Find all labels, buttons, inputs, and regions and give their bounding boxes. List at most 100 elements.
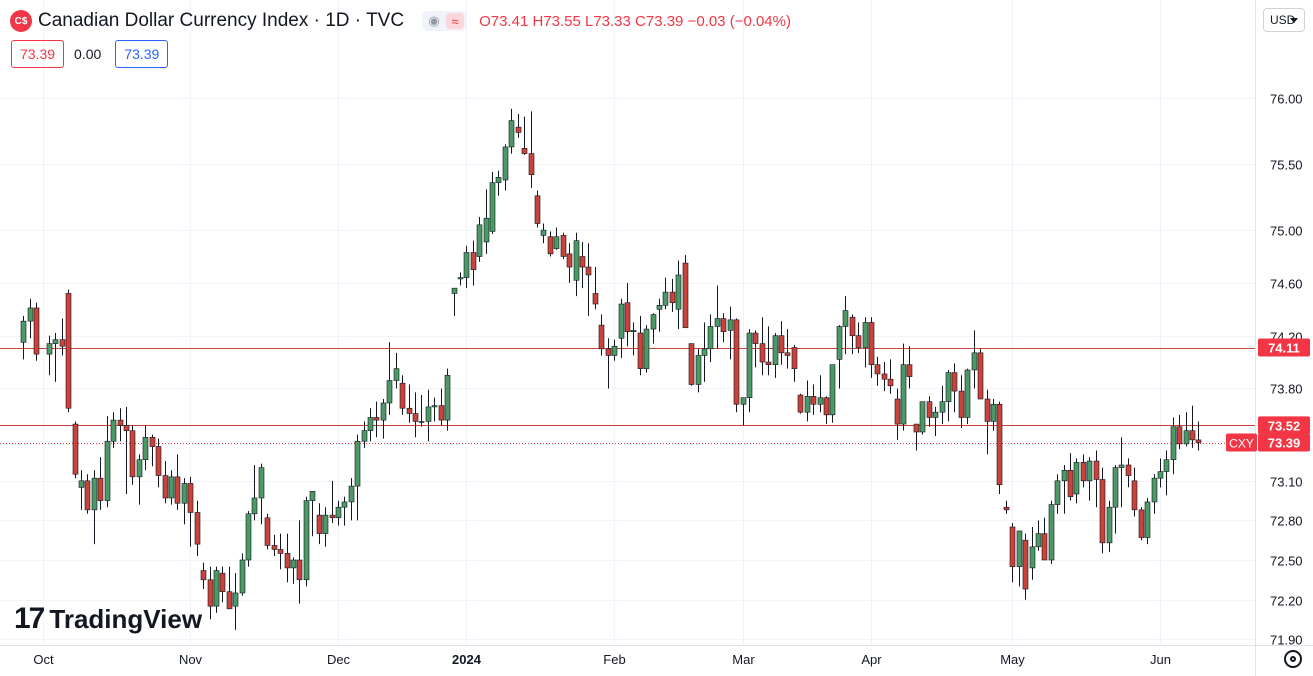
- wave-icon[interactable]: ≈: [446, 13, 465, 29]
- candle: [136, 454, 143, 505]
- indicator-pill[interactable]: ◉ ≈: [422, 11, 468, 31]
- candle: [515, 113, 522, 138]
- candle: [457, 272, 464, 286]
- candle-body: [406, 407, 413, 414]
- candle-body: [194, 512, 201, 545]
- candle-body: [123, 425, 130, 431]
- candle: [566, 243, 573, 283]
- candle: [1073, 458, 1080, 504]
- candle-body: [823, 397, 830, 416]
- candle-body: [219, 572, 226, 592]
- candle-body: [1061, 469, 1068, 482]
- candle: [971, 330, 978, 389]
- candle-body: [341, 501, 348, 508]
- candle: [874, 356, 881, 386]
- candle-body: [136, 459, 143, 478]
- candle: [727, 306, 734, 360]
- y-tick-label: 76.00: [1270, 92, 1303, 107]
- candle: [444, 368, 451, 431]
- candle-body: [245, 513, 252, 561]
- y-tick-label: 73.80: [1270, 382, 1303, 397]
- candle-body: [990, 403, 997, 422]
- candle-body: [1029, 546, 1036, 569]
- tradingview-mark-icon: 17: [14, 602, 45, 635]
- spread-value: 0.00: [74, 46, 102, 62]
- candle: [149, 434, 156, 467]
- candle-body: [290, 559, 297, 569]
- candle: [573, 232, 580, 297]
- candle-body: [386, 380, 393, 404]
- candle-body: [926, 401, 933, 418]
- candle-body: [264, 517, 271, 546]
- candle-body: [862, 322, 869, 348]
- candle-body: [258, 467, 265, 499]
- candle: [1041, 517, 1048, 561]
- candle-body: [746, 332, 753, 398]
- candle-body: [1048, 504, 1055, 561]
- candle: [656, 298, 663, 332]
- candle-body: [1073, 462, 1080, 495]
- candle: [470, 240, 477, 286]
- candle: [669, 278, 676, 312]
- candle-body: [309, 491, 316, 501]
- candle: [521, 116, 528, 155]
- candle: [367, 408, 374, 442]
- candle: [881, 362, 888, 392]
- candle: [418, 395, 425, 427]
- candle-body: [573, 240, 580, 281]
- candle: [412, 392, 419, 438]
- buy-price-box[interactable]: 73.39: [115, 40, 169, 68]
- price-axis[interactable]: 76.0075.5075.0074.6074.2073.8073.4073.10…: [1270, 92, 1303, 648]
- settings-gear-icon[interactable]: [1284, 650, 1302, 668]
- candle: [72, 421, 79, 479]
- candle: [20, 315, 27, 360]
- candle: [52, 333, 59, 382]
- candle: [296, 520, 303, 604]
- candle-body: [605, 348, 612, 356]
- candle: [1195, 421, 1202, 451]
- x-tick-label: Oct: [33, 652, 54, 667]
- candle-body: [598, 324, 605, 350]
- candle-body: [232, 592, 239, 607]
- eye-icon[interactable]: ◉: [428, 13, 440, 28]
- candle-body: [187, 483, 194, 513]
- currency-selector[interactable]: USD: [1263, 8, 1305, 32]
- candle: [284, 533, 291, 583]
- candle-body: [579, 256, 586, 268]
- candle: [862, 317, 869, 368]
- candle: [373, 401, 380, 438]
- candle: [637, 315, 644, 376]
- candle: [855, 322, 862, 353]
- sell-price-box[interactable]: 73.39: [11, 40, 65, 68]
- candle-body: [842, 310, 849, 327]
- candle: [829, 364, 836, 423]
- candle-body: [97, 477, 104, 501]
- candle: [1029, 527, 1036, 580]
- candle-body: [52, 339, 59, 344]
- candle-body: [797, 394, 804, 413]
- candle-body: [701, 348, 708, 356]
- candle: [361, 421, 368, 448]
- candle: [1125, 458, 1132, 488]
- candle: [746, 329, 753, 413]
- candle: [200, 562, 207, 590]
- candle: [174, 454, 181, 510]
- symbol-title[interactable]: Canadian Dollar Currency Index · 1D · TV…: [38, 10, 405, 31]
- candle: [765, 326, 772, 376]
- candle-body: [1176, 426, 1183, 445]
- y-tick-label: 72.80: [1270, 514, 1303, 529]
- price-label-box: [1258, 338, 1310, 357]
- candle-body: [1099, 479, 1106, 544]
- time-axis[interactable]: Oct Nov Dec 2024 Feb Mar Apr May Jun: [33, 652, 1171, 667]
- candle: [1061, 464, 1068, 514]
- candle-body: [662, 291, 669, 306]
- candle: [733, 318, 740, 413]
- candle: [129, 425, 136, 485]
- y-tick-label: 74.60: [1270, 277, 1303, 292]
- candle: [110, 412, 117, 448]
- candle-body: [887, 378, 894, 387]
- candle: [277, 533, 284, 570]
- candle-body: [27, 307, 34, 322]
- candle-body: [720, 318, 727, 333]
